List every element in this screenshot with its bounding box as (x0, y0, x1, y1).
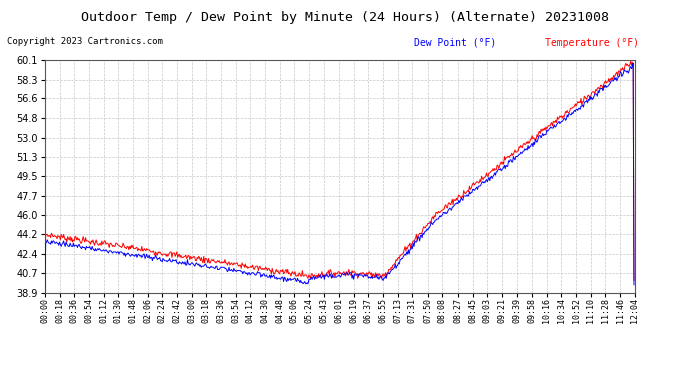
Text: Copyright 2023 Cartronics.com: Copyright 2023 Cartronics.com (7, 38, 163, 46)
Text: Dew Point (°F): Dew Point (°F) (414, 38, 496, 48)
Text: Outdoor Temp / Dew Point by Minute (24 Hours) (Alternate) 20231008: Outdoor Temp / Dew Point by Minute (24 H… (81, 11, 609, 24)
Text: Temperature (°F): Temperature (°F) (545, 38, 639, 48)
